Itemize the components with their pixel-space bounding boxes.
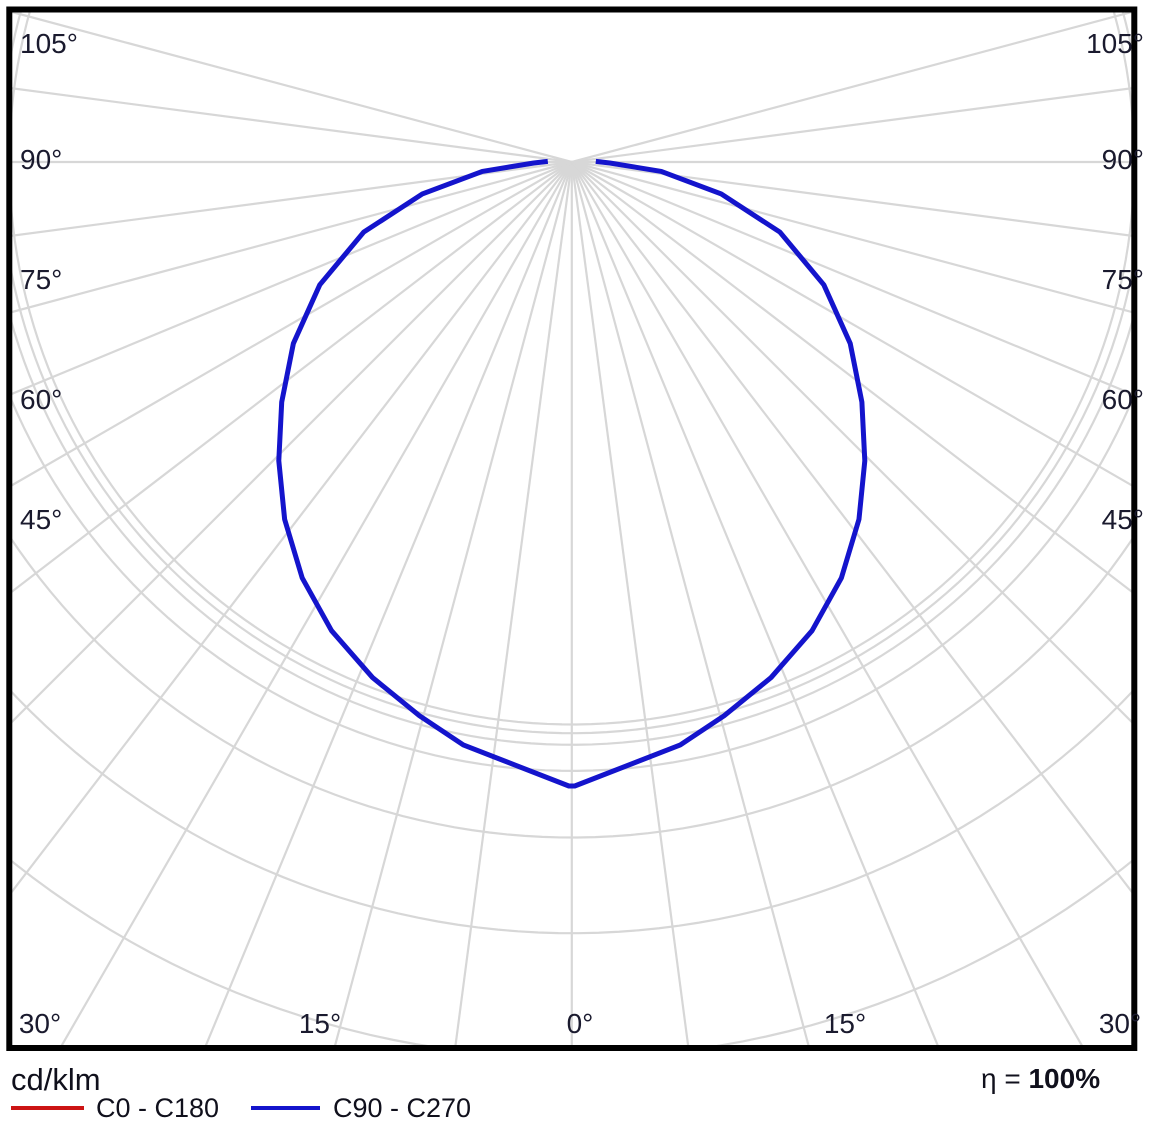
svg-text:45°: 45° — [20, 504, 62, 535]
svg-text:30°: 30° — [19, 1008, 61, 1039]
svg-text:30°: 30° — [1099, 1008, 1141, 1039]
svg-text:105°: 105° — [1086, 28, 1144, 59]
svg-text:60°: 60° — [1102, 384, 1144, 415]
svg-text:60°: 60° — [20, 384, 62, 415]
svg-text:15°: 15° — [824, 1008, 866, 1039]
svg-text:η = 100%: η = 100% — [981, 1063, 1100, 1094]
svg-text:0°: 0° — [567, 1008, 594, 1039]
svg-text:105°: 105° — [20, 28, 78, 59]
svg-text:90°: 90° — [1102, 144, 1144, 175]
svg-text:75°: 75° — [1102, 264, 1144, 295]
svg-text:15°: 15° — [299, 1008, 341, 1039]
svg-text:90°: 90° — [20, 144, 62, 175]
svg-text:cd/klm: cd/klm — [11, 1062, 101, 1097]
svg-text:C0 - C180: C0 - C180 — [96, 1093, 219, 1123]
svg-text:45°: 45° — [1102, 504, 1144, 535]
svg-text:75°: 75° — [20, 264, 62, 295]
svg-text:C90 - C270: C90 - C270 — [333, 1093, 471, 1123]
